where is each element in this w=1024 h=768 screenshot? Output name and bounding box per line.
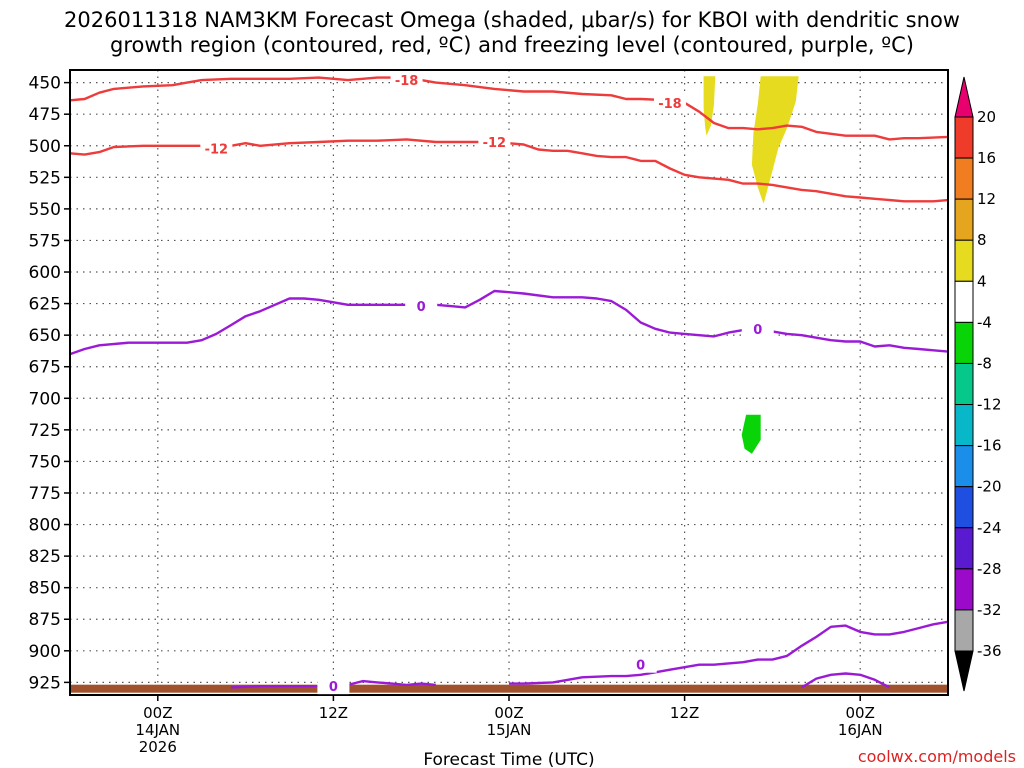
contour-label-bg [317,678,350,695]
chart-title-line2: growth region (contoured, red, ºC) and f… [110,33,914,57]
x-tick-label: 00Z [846,704,875,722]
colorbar-label: -28 [977,560,1002,578]
contour-label-bg [653,94,686,111]
contour-label-0-aloft: 0 [417,300,426,315]
contour-12 [70,138,948,203]
y-tick-label: 925 [29,673,61,693]
y-tick-label: 875 [29,610,61,630]
x-tick-label: 12Z [670,704,699,722]
colorbar-label: 4 [977,272,987,290]
contour-label-bg [405,298,438,315]
omega-region-0 [703,76,716,136]
y-tick-label: 575 [29,231,61,251]
x-tick-label: 12Z [319,704,348,722]
colorbar-bin [954,568,974,611]
terrain-strip [70,684,948,693]
contour-label-0-aloft: 0 [753,323,762,338]
y-tick-label: 650 [29,326,61,346]
y-tick-label: 675 [29,358,61,378]
omega-region-2 [741,414,761,454]
omega-region-1 [751,76,799,204]
contour-label-bg [390,72,423,89]
contour-label-bg [200,140,233,157]
y-tick-label: 450 [29,74,61,94]
contour-label-0-surface: 0 [329,680,338,695]
contour-0-aloft [70,289,948,356]
x-tick-label: 00Z [143,704,172,722]
y-tick-label: 525 [29,168,61,188]
y-tick-label: 475 [29,105,61,125]
y-tick-label: 550 [29,200,61,220]
contour-label-0-lower: 0 [636,659,645,674]
colorbar-bin [954,239,974,282]
colorbar-bin [954,280,974,323]
colorbar-bin [954,486,974,529]
colorbar-label: -16 [977,437,1002,455]
y-tick-label: 750 [29,452,61,472]
colorbar-label: 12 [977,190,996,208]
y-tick-label: 725 [29,421,61,441]
colorbar-bin [954,609,974,652]
y-tick-label: 625 [29,295,61,315]
contour-label-12: -12 [205,142,229,157]
contour-0-blob [801,672,891,689]
contour-label-18: -18 [658,97,682,112]
contours [70,76,948,689]
y-tick-label: 500 [29,137,61,157]
colorbar-top-arrow [954,76,974,118]
contour-label-bg [741,320,774,337]
colorbar-label: 20 [977,108,996,126]
colorbar-label: -8 [977,354,992,372]
colorbar-bottom-arrow [954,650,974,692]
x-tick-label: 16JAN [838,721,883,739]
colorbar-bin [954,404,974,447]
terrain [70,684,948,693]
contour-0-lower [509,620,948,685]
y-tick-label: 800 [29,516,61,536]
colorbar-bin [954,198,974,241]
colorbar-label: -32 [977,601,1002,619]
contour-18 [70,76,948,141]
colorbar-label: -12 [977,396,1002,414]
axes: 450 475 500 525 550 575 600 625 650 675 700 725 750 7… [29,69,949,756]
x-tick-label: 2026 [139,738,177,756]
y-tick-label: 700 [29,389,61,409]
y-tick-label: 775 [29,484,61,504]
x-axis-label: Forecast Time (UTC) [423,750,594,768]
colorbar: 20 16 12 8 4 -4 -8 -12 -16 -20 -24 -28 -32 -36 [954,76,1002,692]
grid [70,70,948,695]
colorbar-bin [954,321,974,364]
omega-shading [703,76,799,454]
y-tick-label: 600 [29,263,61,283]
colorbar-label: 16 [977,149,996,167]
y-tick-label: 825 [29,547,61,567]
colorbar-label: 8 [977,231,987,249]
colorbar-bin [954,445,974,488]
chart-title-line1: 2026011318 NAM3KM Forecast Omega (shaded… [64,8,960,32]
colorbar-bin [954,362,974,406]
y-tick-label: 850 [29,579,61,599]
contour-label-12: -12 [483,136,507,151]
colorbar-bin [954,527,974,570]
y-tick-label: 900 [29,642,61,662]
contour-label-bg [624,656,657,673]
credit-text: coolwx.com/models [858,747,1016,766]
contour-label-18: -18 [395,74,419,89]
x-tick-label: 00Z [494,704,523,722]
colorbar-label: -36 [977,642,1002,660]
contour-0-surface [230,679,436,689]
x-tick-label: 14JAN [135,721,180,739]
colorbar-label: -20 [977,478,1002,496]
contour-label-bg [478,133,511,150]
colorbar-bin [954,116,974,159]
colorbar-label: -24 [977,519,1002,537]
x-tick-label: 15JAN [487,721,532,739]
colorbar-label: -4 [977,313,992,331]
colorbar-bin [954,157,974,200]
